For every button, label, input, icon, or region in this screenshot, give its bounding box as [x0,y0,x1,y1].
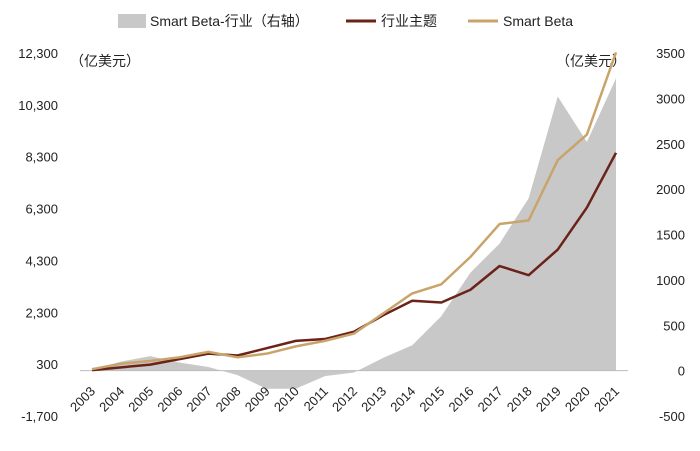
legend-label: Smart Beta [503,13,573,29]
x-axis-tick-label: 2008 [213,384,244,415]
right-axis-tick-label: 3000 [656,91,685,106]
left-axis-unit-label: （亿美元） [70,53,140,69]
right-axis-tick-label: 2000 [656,182,685,197]
x-axis-tick-label: 2019 [533,384,564,415]
x-axis-tick-label: 2021 [591,384,622,415]
right-axis-tick-label: 1500 [656,228,685,243]
x-axis-tick-label: 2016 [446,384,477,415]
x-axis-tick-label: 2013 [358,384,389,415]
legend: Smart Beta-行业（右轴） 行业主题 Smart Beta [118,13,573,29]
left-axis-tick-label: 4,300 [25,253,58,268]
right-axis-tick-label: 2500 [656,137,685,152]
x-axis-tick-label: 2006 [154,384,185,415]
x-axis-tick-label: 2020 [562,384,593,415]
right-axis-tick-label: 500 [663,318,685,333]
x-axis-tick-label: 2007 [184,384,215,415]
left-axis-tick-label: 6,300 [25,202,58,217]
right-axis-tick-label: 3500 [656,46,685,61]
x-axis-tick-label: 2005 [125,384,156,415]
right-axis-unit-label: （亿美元） [556,53,626,69]
series-area-smart-beta-industry [92,78,616,389]
legend-label: Smart Beta-行业（右轴） [150,13,309,29]
plot-area: 12,300 10,300 8,300 6,300 4,300 2,300 300 -1,70… [18,46,685,424]
x-axis-tick-label: 2012 [329,384,360,415]
left-axis-tick-label: 10,300 [18,98,58,113]
x-axis-tick-label: 2017 [475,384,506,415]
x-axis-tick-label: 2003 [67,384,98,415]
left-axis-tick-label: 2,300 [25,305,58,320]
right-axis-tick-label: 0 [678,364,685,379]
x-axis-tick-label: 2004 [96,384,127,415]
legend-swatch-area [118,14,146,28]
left-axis-tick-label: 300 [36,357,58,372]
left-axis-tick-label: -1,700 [21,409,58,424]
series-line-smart-beta [91,51,618,371]
series-line-industry-theme [91,152,618,372]
x-axis-tick-label: 2011 [301,384,331,414]
left-axis-tick-label: 8,300 [25,150,58,165]
x-axis-tick-label: 2014 [387,384,418,415]
x-axis-tick-label: 2018 [504,384,535,415]
x-axis-tick-label: 2015 [416,384,447,415]
right-axis-tick-label: 1000 [656,273,685,288]
right-axis-tick-label: -500 [659,409,685,424]
left-axis-tick-label: 12,300 [18,46,58,61]
legend-label: 行业主题 [381,13,437,29]
